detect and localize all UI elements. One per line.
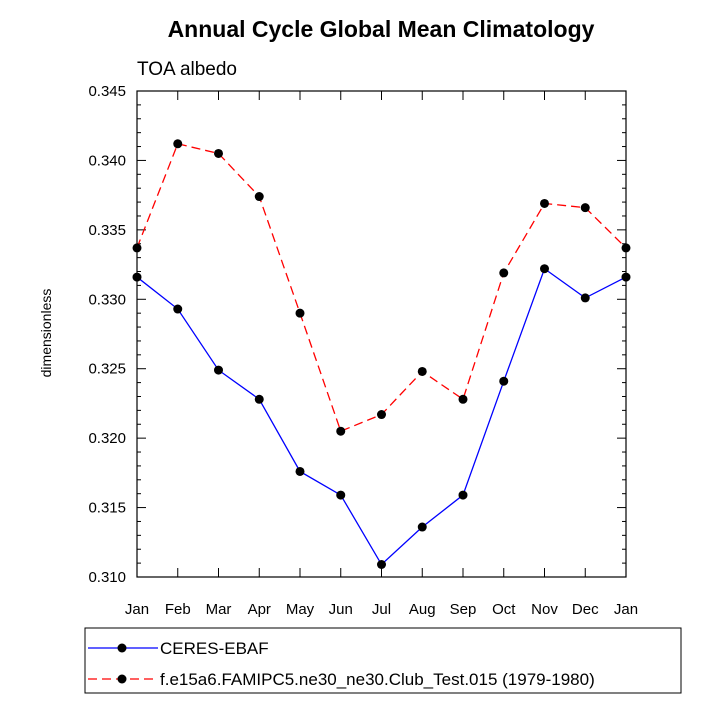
y-tick-label: 0.345 — [88, 83, 126, 100]
y-tick-labels: 0.310 0.315 0.320 0.325 0.330 0.335 0.340 0.345 — [88, 83, 126, 586]
series-0-point — [580, 293, 590, 303]
series-1-point — [458, 394, 468, 404]
y-axis-label: dimensionless — [38, 289, 54, 378]
x-tick-label: May — [286, 601, 315, 618]
series-0-point — [377, 560, 386, 570]
series-0-point — [621, 272, 631, 282]
x-tick-label: Jun — [329, 601, 353, 618]
x-tick-label: Sep — [450, 601, 477, 618]
series-1-point — [336, 426, 346, 436]
series-1-point — [295, 308, 305, 318]
y-tick-label: 0.335 — [88, 222, 126, 239]
series-0-point — [417, 522, 427, 532]
series-0-point — [214, 365, 223, 375]
chart-subtitle: TOA albedo — [137, 59, 237, 80]
x-tick-labels: Jan Feb Mar Apr May Jun Jul Aug Sep Oct Nov Dec Jan — [125, 601, 638, 618]
series-0-point — [173, 304, 183, 314]
y-tick-label: 0.310 — [88, 569, 126, 586]
legend-marker-ceres — [117, 643, 127, 653]
x-tick-label: Jan — [614, 601, 638, 618]
series-1-point — [499, 268, 509, 278]
series-0-point — [254, 394, 264, 404]
series-1-point — [173, 139, 183, 149]
x-tick-label: Jul — [372, 601, 391, 618]
series-0-point — [132, 272, 142, 282]
y-tick-label: 0.340 — [88, 152, 126, 169]
series-1-point — [254, 192, 264, 202]
legend-box — [84, 627, 682, 694]
series-line-1 — [136, 143, 627, 433]
chart-title: Annual Cycle Global Mean Climatology — [168, 16, 595, 42]
y-tick-label: 0.320 — [88, 430, 126, 447]
x-tick-label: Dec — [572, 601, 599, 618]
x-tick-label: Feb — [165, 601, 191, 618]
tick-marks — [136, 90, 627, 578]
legend: CERES-EBAF f.e15a6.FAMIPC5.ne30_ne30.Clu… — [84, 627, 682, 694]
series-0-point — [499, 376, 509, 386]
x-tick-label: Oct — [492, 601, 516, 618]
x-tick-label: Jan — [125, 601, 149, 618]
x-tick-label: Mar — [206, 601, 232, 618]
x-tick-label: Aug — [409, 601, 436, 618]
series-0-point — [458, 490, 468, 500]
series-1-point — [132, 243, 142, 253]
x-tick-label: Apr — [248, 601, 271, 618]
legend-label-model: f.e15a6.FAMIPC5.ne30_ne30.Club_Test.015 … — [160, 670, 595, 689]
series-0-point — [295, 466, 305, 476]
y-tick-label: 0.325 — [88, 361, 126, 378]
series-0-point — [336, 490, 346, 500]
x-tick-label: Nov — [531, 601, 558, 618]
series-layer — [132, 139, 631, 570]
legend-marker-model — [117, 674, 127, 684]
series-0-point — [540, 264, 549, 274]
plot-frame — [136, 90, 627, 578]
series-1-point — [417, 366, 427, 376]
series-1-point — [540, 198, 549, 208]
y-tick-label: 0.315 — [88, 500, 126, 517]
y-tick-label: 0.330 — [88, 291, 126, 308]
series-1-point — [621, 243, 631, 253]
series-1-point — [214, 148, 223, 158]
series-1-point — [580, 203, 590, 213]
legend-label-ceres: CERES-EBAF — [160, 639, 269, 658]
series-1-point — [377, 410, 386, 420]
